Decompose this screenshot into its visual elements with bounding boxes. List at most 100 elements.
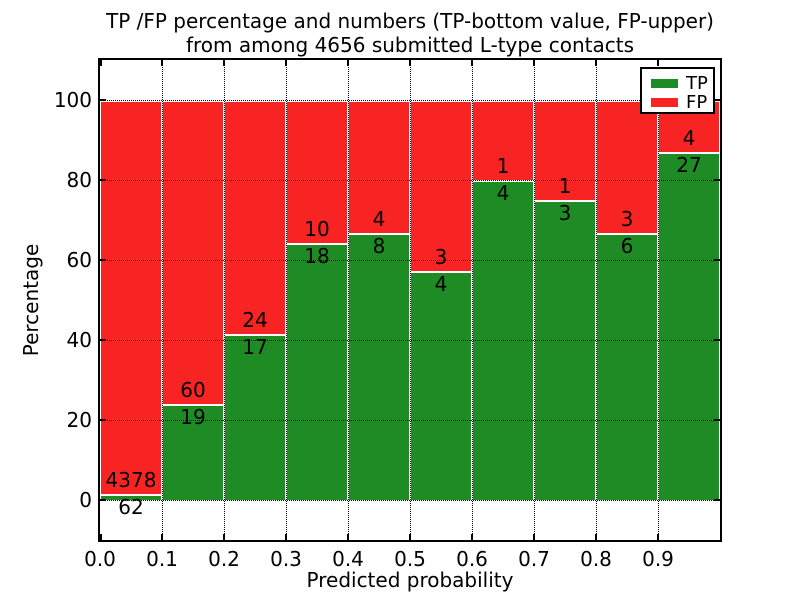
x-tick-mark bbox=[161, 60, 163, 66]
x-tick-mark bbox=[533, 534, 535, 540]
x-tick-label: 0.0 bbox=[84, 547, 116, 571]
tp-bar-segment bbox=[224, 334, 286, 500]
tp-bar-segment bbox=[286, 242, 348, 500]
tp-count-label: 27 bbox=[676, 152, 702, 177]
fp-count-label: 4 bbox=[682, 125, 696, 150]
vertical-gridline bbox=[224, 60, 225, 540]
x-tick-label: 0.4 bbox=[332, 547, 364, 571]
fp-count-label: 4378 bbox=[105, 468, 157, 493]
y-tick-mark bbox=[714, 499, 720, 501]
vertical-gridline bbox=[596, 60, 597, 540]
vertical-gridline bbox=[472, 60, 473, 540]
vertical-gridline bbox=[658, 60, 659, 540]
y-tick-mark bbox=[100, 259, 106, 261]
y-tick-mark bbox=[100, 179, 106, 181]
y-tick-mark bbox=[714, 259, 720, 261]
x-tick-mark bbox=[657, 60, 659, 66]
fp-count-label: 3 bbox=[434, 245, 448, 270]
x-tick-label: 0.3 bbox=[270, 547, 302, 571]
tp-count-label: 4 bbox=[434, 272, 448, 297]
x-tick-label: 0.2 bbox=[208, 547, 240, 571]
fp-legend-swatch-icon bbox=[651, 98, 678, 107]
plot-area: TP FP 4378 62 60 19 24 17 10 18 4 8 3 4 1 4 1 3 3 6 4 27 bbox=[98, 58, 722, 542]
y-tick-mark bbox=[714, 99, 720, 101]
tp-count-label: 19 bbox=[180, 404, 206, 429]
tp-count-label: 18 bbox=[304, 243, 330, 268]
fp-bar-segment bbox=[534, 100, 596, 200]
fp-count-label: 60 bbox=[180, 377, 206, 402]
y-tick-mark bbox=[100, 499, 106, 501]
tp-count-label: 17 bbox=[242, 335, 268, 360]
y-tick-mark bbox=[714, 419, 720, 421]
tp-bar-segment bbox=[596, 233, 658, 500]
tp-count-label: 3 bbox=[558, 201, 572, 225]
y-tick-mark bbox=[100, 339, 106, 341]
x-tick-mark bbox=[657, 534, 659, 540]
fp-count-label: 4 bbox=[372, 207, 386, 232]
vertical-gridline bbox=[410, 60, 411, 540]
x-tick-mark bbox=[161, 534, 163, 540]
x-tick-label: 0.5 bbox=[394, 547, 426, 571]
tp-count-label: 8 bbox=[372, 234, 386, 259]
fp-count-label: 1 bbox=[496, 154, 510, 178]
x-tick-mark bbox=[100, 534, 102, 540]
fp-bar-segment bbox=[100, 100, 162, 495]
fp-bar-segment bbox=[348, 100, 410, 234]
x-tick-mark bbox=[409, 60, 411, 66]
x-tick-mark bbox=[223, 60, 225, 66]
tp-count-label: 62 bbox=[118, 495, 144, 520]
legend-entry-tp: TP bbox=[651, 74, 713, 93]
fp-legend-label: FP bbox=[686, 91, 708, 113]
x-tick-mark bbox=[347, 60, 349, 66]
y-tick-mark bbox=[100, 99, 106, 101]
fp-count-label: 1 bbox=[558, 174, 572, 198]
x-tick-mark bbox=[409, 534, 411, 540]
fp-count-label: 24 bbox=[242, 308, 268, 333]
vertical-gridline bbox=[348, 60, 349, 540]
y-tick-label: 60 bbox=[66, 248, 92, 272]
tp-bar-segment bbox=[534, 200, 596, 500]
fp-bar-segment bbox=[410, 100, 472, 272]
y-tick-label: 20 bbox=[66, 408, 92, 432]
fp-bar-segment bbox=[596, 100, 658, 234]
chart-title-line2: from among 4656 submitted L-type contact… bbox=[185, 33, 635, 57]
tp-bar-segment bbox=[348, 233, 410, 500]
y-tick-label: 40 bbox=[66, 328, 92, 352]
x-axis-label: Predicted probability bbox=[306, 568, 514, 592]
x-tick-label: 0.7 bbox=[518, 547, 550, 571]
vertical-gridline bbox=[286, 60, 287, 540]
vertical-gridline bbox=[162, 60, 163, 540]
vertical-gridline bbox=[534, 60, 535, 540]
x-tick-mark bbox=[100, 60, 102, 66]
y-tick-mark bbox=[714, 339, 720, 341]
x-tick-label: 0.6 bbox=[456, 547, 488, 571]
y-tick-label: 100 bbox=[53, 88, 92, 112]
y-tick-mark bbox=[714, 179, 720, 181]
x-tick-mark bbox=[471, 534, 473, 540]
y-axis-label: Percentage bbox=[19, 243, 43, 357]
fp-bar-segment bbox=[162, 100, 224, 404]
tp-bar-segment bbox=[100, 494, 162, 500]
chart-title: TP /FP percentage and numbers (TP-bottom… bbox=[100, 9, 720, 57]
x-tick-mark bbox=[285, 534, 287, 540]
tp-bar-segment bbox=[410, 271, 472, 500]
y-tick-label: 0 bbox=[79, 488, 92, 512]
x-tick-mark bbox=[285, 60, 287, 66]
x-tick-mark bbox=[347, 534, 349, 540]
tp-count-label: 6 bbox=[620, 234, 634, 259]
x-tick-label: 0.9 bbox=[642, 547, 674, 571]
x-tick-label: 0.8 bbox=[580, 547, 612, 571]
x-tick-mark bbox=[595, 534, 597, 540]
legend: TP FP bbox=[640, 67, 715, 114]
x-tick-mark bbox=[595, 60, 597, 66]
y-tick-mark bbox=[100, 419, 106, 421]
fp-count-label: 10 bbox=[304, 216, 330, 241]
x-tick-mark bbox=[471, 60, 473, 66]
tp-count-label: 4 bbox=[496, 181, 510, 205]
x-tick-mark bbox=[223, 534, 225, 540]
tp-legend-label: TP bbox=[686, 72, 708, 94]
x-tick-label: 0.1 bbox=[146, 547, 178, 571]
fp-bar-segment bbox=[286, 100, 348, 243]
legend-entry-fp: FP bbox=[651, 93, 713, 112]
